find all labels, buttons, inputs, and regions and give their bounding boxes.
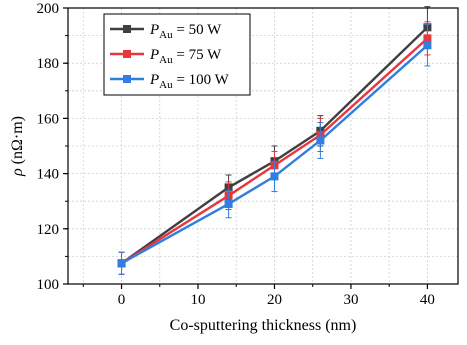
legend-subscript: Au bbox=[159, 54, 173, 66]
y-tick-label: 140 bbox=[37, 167, 60, 183]
legend-item: PAu = 50 W bbox=[110, 22, 222, 41]
tick-layer: 0 10 20 30 40 100 120 140 160 180 200 bbox=[37, 1, 435, 308]
x-tick-label: 40 bbox=[420, 292, 435, 308]
data-point bbox=[316, 136, 325, 145]
legend-label: PAu = 50 W bbox=[149, 22, 222, 41]
legend-value: = 50 W bbox=[173, 22, 222, 38]
y-axis-label-unit: (nΩ·m) bbox=[9, 116, 26, 164]
y-tick-label: 160 bbox=[37, 111, 60, 127]
y-tick-label: 180 bbox=[37, 56, 60, 72]
series-3 bbox=[117, 24, 432, 275]
legend-marker bbox=[123, 25, 131, 33]
data-point bbox=[117, 259, 126, 268]
x-tick-label: 0 bbox=[118, 292, 126, 308]
data-point bbox=[224, 199, 233, 208]
legend-symbol: P bbox=[149, 72, 159, 88]
legend-value: = 75 W bbox=[173, 47, 222, 63]
legend-symbol: P bbox=[149, 47, 159, 63]
x-tick-label: 10 bbox=[191, 292, 206, 308]
legend-marker bbox=[123, 75, 131, 83]
legend-label: PAu = 75 W bbox=[149, 47, 222, 66]
legend-value: = 100 W bbox=[173, 72, 230, 88]
legend-marker bbox=[123, 50, 131, 58]
series-layer bbox=[117, 6, 432, 275]
data-point bbox=[423, 41, 432, 50]
y-tick-label: 200 bbox=[37, 1, 60, 17]
legend-subscript: Au bbox=[159, 79, 173, 91]
legend-subscript: Au bbox=[159, 29, 173, 41]
data-point bbox=[270, 172, 279, 181]
y-axis-label: ρ (nΩ·m) bbox=[9, 116, 26, 177]
y-tick-label: 120 bbox=[37, 222, 60, 238]
x-axis-label: Co-sputtering thickness (nm) bbox=[170, 317, 357, 334]
x-tick-label: 20 bbox=[267, 292, 282, 308]
y-tick-label: 100 bbox=[37, 277, 60, 293]
legend-item: PAu = 100 W bbox=[110, 72, 230, 91]
legend-label: PAu = 100 W bbox=[149, 72, 230, 91]
x-tick-label: 30 bbox=[343, 292, 358, 308]
legend-item: PAu = 75 W bbox=[110, 47, 222, 66]
legend-symbol: P bbox=[149, 22, 159, 38]
y-axis-label-symbol: ρ bbox=[9, 168, 26, 177]
